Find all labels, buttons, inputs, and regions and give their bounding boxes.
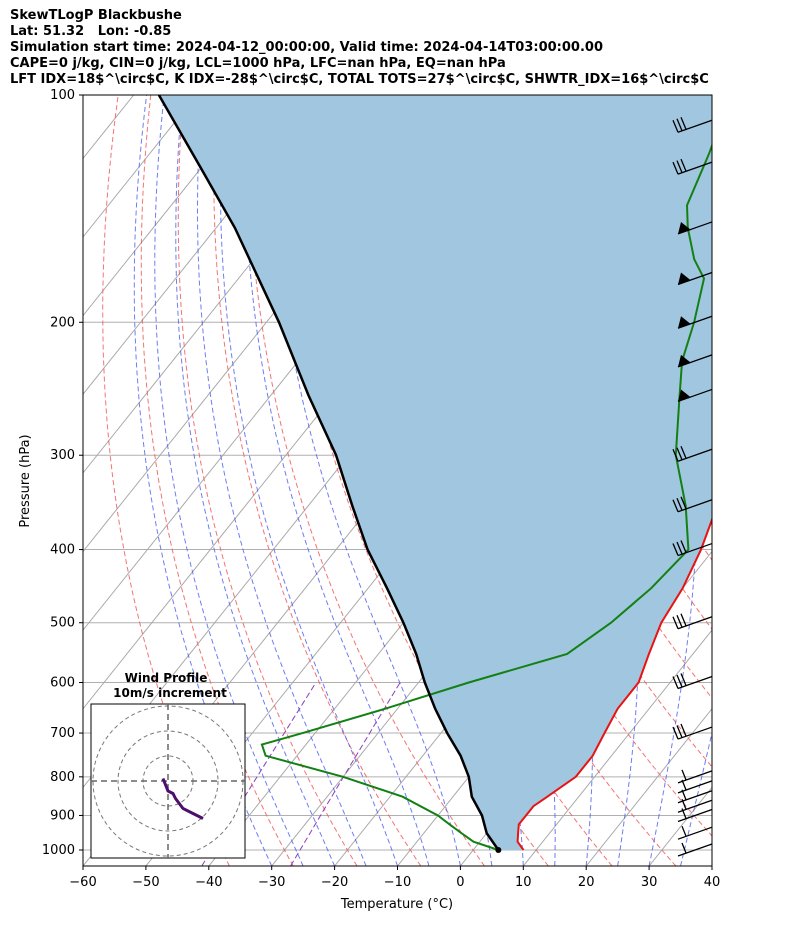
hodograph-trace — [161, 777, 204, 820]
parcel-profile-line — [157, 95, 500, 851]
x-tick-label: −30 — [258, 875, 285, 890]
x-tick-label: 30 — [641, 875, 658, 890]
dry-adiabat — [247, 95, 485, 866]
y-tick-label: 900 — [50, 808, 75, 823]
wind-barb — [672, 117, 713, 133]
x-tick-label: −10 — [384, 875, 411, 890]
wind-barb — [677, 842, 713, 857]
moist-adiabat — [133, 95, 273, 866]
wind-barb — [677, 388, 713, 403]
wind-barb — [677, 315, 713, 329]
wind-barb — [672, 540, 713, 557]
isotherm-line — [83, 95, 197, 238]
wind-barb — [672, 445, 713, 462]
station-title: SkewTLogP Blackbushe — [10, 8, 182, 23]
wind-barb — [677, 221, 713, 235]
parcel-start-marker — [495, 847, 502, 854]
x-tick-label: 40 — [704, 875, 721, 890]
y-tick-label: 100 — [50, 88, 75, 103]
moist-adiabat — [219, 95, 398, 866]
wind-barb — [672, 723, 713, 740]
wind-barb — [677, 779, 713, 794]
y-axis-label: Pressure (hPa) — [18, 434, 33, 527]
x-tick-label: −50 — [132, 875, 159, 890]
y-tick-label: 200 — [50, 315, 75, 330]
moist-adiabat — [175, 95, 336, 866]
temperature-profile-line — [516, 516, 712, 851]
isotherm-line — [522, 629, 712, 866]
isotherm-line — [711, 865, 712, 866]
moist-adiabat — [244, 95, 430, 866]
y-tick-label: 400 — [50, 543, 75, 558]
dewpoint-profile-line — [260, 143, 712, 851]
location-line: Lat: 51.32 Lon: -0.85 — [10, 24, 172, 39]
time-line: Simulation start time: 2024-04-12_00:00:… — [10, 40, 603, 55]
inset-title: Wind Profile — [125, 671, 208, 685]
moist-adiabat — [711, 864, 712, 866]
y-tick-label: 800 — [50, 770, 75, 785]
x-tick-label: −60 — [69, 875, 96, 890]
wind-profile-inset: Wind Profile 10m/s increment — [90, 671, 246, 859]
wind-barb — [677, 271, 713, 286]
wind-barb — [672, 158, 713, 175]
indices-line: CAPE=0 j/kg, CIN=0 j/kg, LCL=1000 hPa, L… — [10, 56, 506, 71]
mixing-ratio-line — [290, 682, 401, 866]
wind-barb — [677, 825, 713, 840]
dry-adiabat — [703, 95, 712, 117]
x-tick-label: 10 — [515, 875, 532, 890]
wind-barb — [672, 613, 713, 630]
x-tick-label: −20 — [321, 875, 348, 890]
y-tick-label: 500 — [50, 616, 75, 631]
index-temps-line: LFT IDX=18$^\circ$C, K IDX=-28$^\circ$C,… — [10, 72, 709, 87]
wind-barb — [672, 496, 713, 513]
wind-barb — [677, 769, 713, 784]
x-tick-label: −40 — [195, 875, 222, 890]
dry-adiabat — [140, 95, 294, 866]
hodograph-ring — [117, 730, 219, 832]
inset-subtitle: 10m/s increment — [113, 686, 227, 700]
y-tick-label: 700 — [50, 726, 75, 741]
wind-barb — [672, 673, 713, 690]
y-tick-label: 600 — [50, 676, 75, 691]
y-tick-label: 1000 — [42, 843, 75, 858]
moist-adiabat — [598, 95, 698, 866]
moist-adiabat — [197, 95, 367, 866]
dry-adiabat — [177, 95, 358, 866]
y-tick-label: 300 — [50, 448, 75, 463]
chart-header: SkewTLogP Blackbushe Lat: 51.32 Lon: -0.8… — [10, 8, 709, 88]
x-tick-label: 20 — [578, 875, 595, 890]
cape-shaded-region — [158, 95, 712, 850]
moist-adiabat — [154, 95, 304, 866]
wind-barb — [677, 354, 713, 368]
moist-adiabat — [271, 95, 461, 866]
isotherm-line — [585, 707, 712, 866]
isotherm-line — [775, 95, 794, 866]
x-tick-label: 0 — [456, 875, 464, 890]
isotherm-line — [83, 95, 260, 317]
x-axis-label: Temperature (°C) — [340, 897, 453, 912]
isotherm-line — [83, 95, 323, 396]
dry-adiabat — [213, 95, 422, 866]
